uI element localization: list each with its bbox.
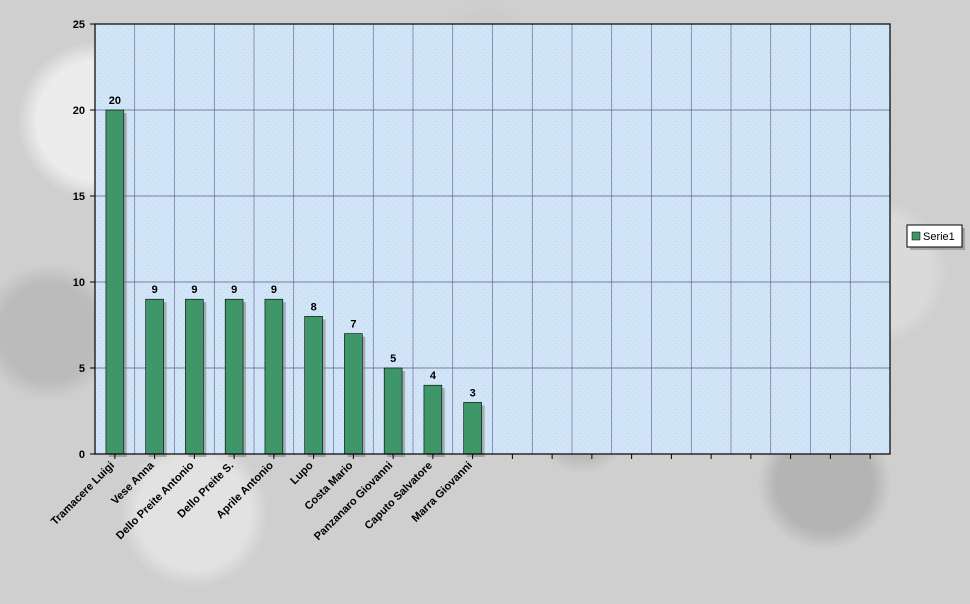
- bar: [424, 385, 442, 454]
- bar: [225, 299, 243, 454]
- chart-svg: 051015202520999987543Tramacere LuigiVese…: [0, 0, 970, 604]
- y-axis-label: 15: [73, 191, 85, 203]
- x-axis-label: Dello Preite Antonio: [114, 459, 197, 542]
- bar: [185, 299, 203, 454]
- legend-swatch: [912, 232, 920, 240]
- bar-value-label: 7: [350, 319, 356, 331]
- bar: [384, 368, 402, 454]
- bar: [106, 110, 124, 454]
- bar-value-label: 5: [390, 353, 396, 365]
- bar: [344, 334, 362, 454]
- x-axis-label: Lupo: [288, 459, 316, 487]
- y-axis-label: 5: [79, 363, 85, 375]
- y-axis-label: 0: [79, 449, 85, 461]
- legend-label: Serie1: [923, 231, 955, 243]
- bar: [265, 299, 283, 454]
- bar: [464, 402, 482, 454]
- bar-value-label: 8: [311, 301, 317, 313]
- bar-value-label: 9: [191, 284, 197, 296]
- bar: [305, 316, 323, 454]
- bar-value-label: 9: [152, 284, 158, 296]
- bar-value-label: 9: [271, 284, 277, 296]
- y-axis-label: 20: [73, 105, 85, 117]
- bar: [146, 299, 164, 454]
- bar-value-label: 9: [231, 284, 237, 296]
- y-axis-label: 25: [73, 19, 85, 31]
- y-axis-label: 10: [73, 277, 85, 289]
- bar-value-label: 4: [430, 370, 437, 382]
- bar-value-label: 20: [109, 95, 121, 107]
- bar-chart: 051015202520999987543Tramacere LuigiVese…: [0, 0, 970, 604]
- bar-value-label: 3: [470, 387, 476, 399]
- x-axis-label: Tramacere Luigi: [49, 460, 117, 528]
- x-axis-label: Panzanaro Giovanni: [312, 460, 395, 543]
- x-axis-label: Caputo Salvatore: [363, 460, 435, 532]
